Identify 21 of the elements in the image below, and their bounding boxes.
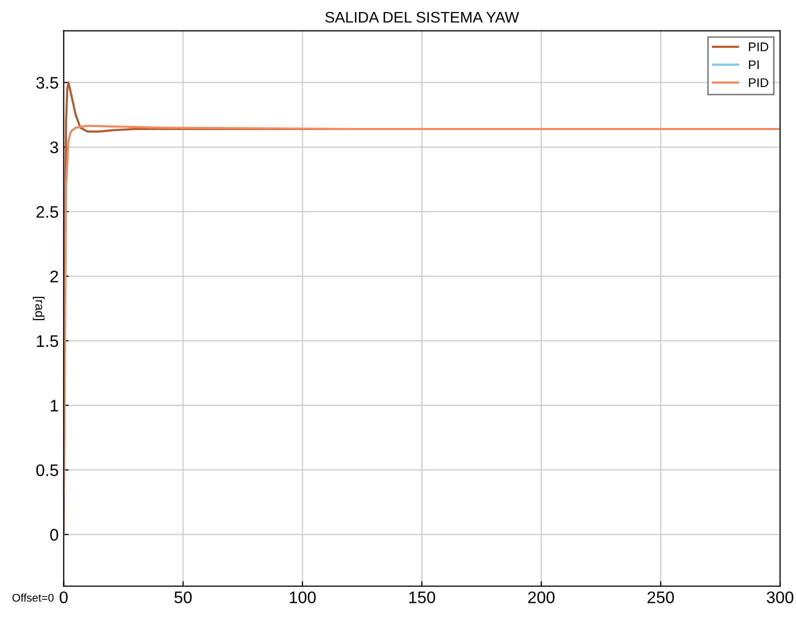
y-tick-label: 1.5 bbox=[36, 335, 58, 347]
text: Offset=0 bbox=[12, 594, 54, 602]
x-tick-label: 100 bbox=[290, 591, 316, 604]
y-axis-title: [rad] bbox=[32, 296, 45, 320]
x-tick-label: 150 bbox=[409, 591, 436, 604]
x-tick-label: 50 bbox=[174, 591, 192, 604]
legend-label: PI bbox=[749, 60, 759, 70]
legend-label: PID bbox=[749, 42, 768, 52]
y-tick-label: 1 bbox=[50, 400, 58, 412]
chart-title: SALIDA DEL SISTEMA YAW bbox=[325, 12, 520, 23]
y-tick-label: 2.5 bbox=[36, 206, 58, 218]
y-tick-label: 0.5 bbox=[36, 464, 58, 476]
x-tick-label: 250 bbox=[648, 591, 674, 604]
x-tick-label: 200 bbox=[528, 591, 555, 604]
y-tick-label: 3 bbox=[50, 141, 58, 154]
y-tick-label: 3.5 bbox=[36, 76, 58, 89]
y-tick-label: 0 bbox=[50, 528, 58, 541]
x-tick-label: 0 bbox=[60, 591, 68, 604]
x-tick-label: 300 bbox=[766, 591, 794, 604]
legend-label: PID bbox=[749, 78, 768, 87]
y-tick-label: 2 bbox=[50, 270, 58, 282]
